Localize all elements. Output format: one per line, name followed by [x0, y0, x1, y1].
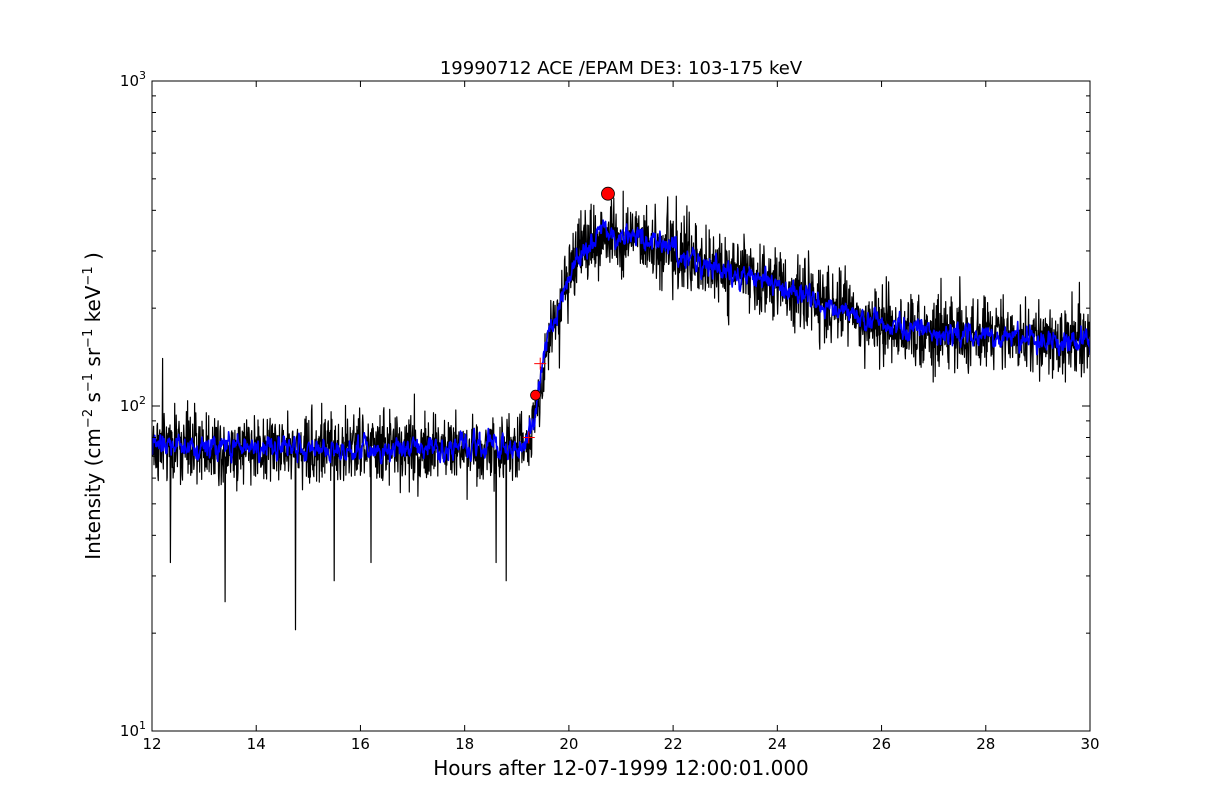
y-label-s: s: [81, 392, 105, 409]
series-layer: [152, 190, 1090, 631]
y-label-kev: keV: [81, 285, 105, 329]
marker-circle: [601, 186, 615, 201]
y-label-sr: sr: [81, 347, 105, 373]
y-label-exp3: −1: [81, 329, 96, 348]
y-tick-label: 103: [120, 69, 146, 90]
x-axis-label: Hours after 12-07-1999 12:00:01.000: [433, 756, 809, 780]
y-label-suffix: ): [81, 252, 105, 266]
y-label-exp4: −1: [81, 266, 96, 285]
x-tick-label: 16: [351, 735, 370, 753]
x-tick-label: 28: [976, 735, 995, 753]
y-tick-label: 101: [120, 719, 146, 740]
y-axis-ticks: 101 102 103: [120, 69, 1090, 740]
y-label-exp2: −1: [81, 373, 96, 392]
x-axis-ticks: 12 14 16 18 20 22 24 26 28 30: [142, 81, 1100, 753]
series-line-smoothed: [152, 219, 1090, 465]
marker-circle: [530, 389, 541, 401]
x-tick-label: 14: [247, 735, 266, 753]
x-tick-label: 30: [1080, 735, 1099, 753]
x-tick-label: 22: [664, 735, 683, 753]
plot-frame: [151, 80, 1091, 732]
x-tick-label: 18: [455, 735, 474, 753]
x-tick-label: 24: [768, 735, 787, 753]
marker-layer: [522, 186, 615, 444]
y-tick-label: 102: [120, 394, 146, 415]
x-tick-label: 20: [559, 735, 578, 753]
series-line-raw: [152, 190, 1090, 631]
y-label-prefix: Intensity (cm: [81, 428, 105, 560]
x-tick-label: 26: [872, 735, 891, 753]
y-label-exp1: −2: [81, 409, 96, 428]
chart-title: 19990712 ACE /EPAM DE3: 103-175 keV: [440, 58, 803, 79]
y-axis-label: Intensity (cm−2 s−1 sr−1 keV−1 ): [81, 252, 105, 560]
x-tick-label: 12: [142, 735, 161, 753]
